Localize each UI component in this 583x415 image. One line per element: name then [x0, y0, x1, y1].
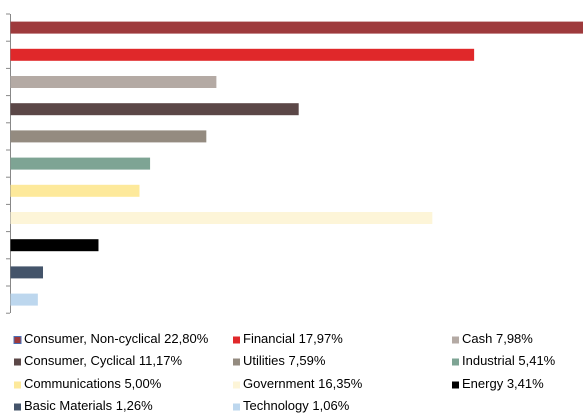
legend-swatch	[452, 336, 459, 344]
bar	[10, 21, 583, 34]
legend-value: 1,06%	[312, 398, 349, 413]
legend-value: 17,97%	[299, 331, 344, 346]
legend-name: Utilities	[243, 353, 285, 368]
bar	[10, 212, 433, 224]
legend-value: 11,17%	[139, 353, 183, 368]
legend-name: Government	[243, 376, 315, 391]
legend-value: 7,59%	[289, 353, 326, 368]
bar	[10, 48, 475, 61]
legend-label: Cash 7,98%	[462, 331, 533, 346]
bar	[10, 184, 140, 197]
legend-label: Financial 17,97%	[243, 331, 343, 346]
bar	[10, 76, 217, 88]
bar	[10, 103, 299, 116]
legend-label: Basic Materials 1,26%	[24, 398, 153, 413]
legend-name: Basic Materials	[24, 398, 113, 413]
legend-label: Government 16,35%	[243, 376, 363, 391]
legend-value: 16,35%	[318, 376, 363, 391]
legend-name: Communications	[24, 376, 121, 391]
legend-name: Consumer, Cyclical	[24, 353, 135, 368]
legend-value: 5,41%	[518, 353, 555, 368]
legend-swatch	[233, 336, 240, 344]
legend-name: Technology	[243, 398, 309, 413]
legend-value: 3,41%	[507, 376, 544, 391]
legend-swatch	[233, 358, 240, 366]
bar	[10, 157, 151, 170]
legend-name: Consumer, Non-cyclical	[24, 331, 161, 346]
legend-name: Industrial	[462, 353, 515, 368]
legend-value: 22,80%	[164, 331, 209, 346]
legend-label: Technology 1,06%	[243, 398, 350, 413]
legend-swatch	[13, 336, 22, 344]
legend-swatch	[14, 403, 21, 411]
legend-swatch	[452, 358, 459, 366]
legend-label: Consumer, Non-cyclical 22,80%	[24, 331, 209, 346]
legend-value: 1,26%	[116, 398, 153, 413]
legend-label: Communications 5,00%	[24, 376, 162, 391]
legend-name: Energy	[462, 376, 504, 391]
bar	[10, 293, 38, 306]
bar	[10, 266, 44, 279]
bar	[10, 130, 207, 143]
legend-swatch	[14, 381, 21, 389]
legend-swatch	[233, 403, 240, 411]
legend-swatch	[14, 358, 21, 366]
legend-label: Energy 3,41%	[462, 376, 544, 391]
bar	[10, 239, 99, 252]
legend-name: Cash	[462, 331, 492, 346]
legend-value: 7,98%	[496, 331, 533, 346]
legend-value: 5,00%	[124, 376, 161, 391]
legend-label: Utilities 7,59%	[243, 353, 326, 368]
legend-swatch	[452, 381, 459, 389]
legend-swatch	[233, 381, 240, 389]
legend-name: Financial	[243, 331, 295, 346]
legend-label: Industrial 5,41%	[462, 353, 556, 368]
legend-label: Consumer, Cyclical 11,17%	[24, 353, 182, 368]
